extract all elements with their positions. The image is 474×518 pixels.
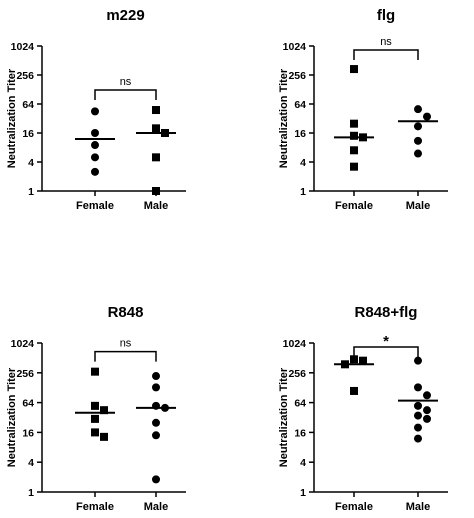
data-point-square: [359, 356, 367, 365]
chart-title: m229: [106, 7, 144, 24]
y-axis-label: Neutralization Titer: [278, 367, 290, 467]
data-point-circle: [423, 414, 431, 423]
data-point-square: [100, 406, 108, 415]
data-point-circle: [423, 406, 431, 415]
data-point-circle: [414, 411, 422, 420]
y-tick-label: 64: [22, 99, 34, 111]
x-category-label: Male: [144, 501, 168, 513]
data-point-square: [350, 355, 358, 364]
data-point-circle: [414, 356, 422, 365]
y-tick-label: 1024: [11, 41, 35, 53]
data-point-circle: [414, 401, 422, 410]
data-point-circle: [152, 383, 160, 392]
data-point-square: [91, 367, 99, 376]
chart-title: R848+flg: [355, 304, 418, 321]
significance-label: *: [383, 333, 389, 350]
x-category-label: Male: [406, 501, 430, 513]
data-point-circle: [423, 112, 431, 121]
data-point-circle: [91, 129, 99, 137]
y-tick-label: 64: [22, 398, 34, 410]
x-category-label: Male: [144, 200, 168, 212]
x-category-label: Female: [335, 200, 373, 212]
y-tick-label: 256: [16, 368, 34, 380]
data-point-circle: [414, 105, 422, 114]
y-tick-label: 256: [288, 70, 306, 82]
data-point-circle: [152, 431, 160, 440]
significance-bracket: [94, 350, 157, 362]
data-point-square: [152, 124, 160, 133]
data-point-square: [152, 106, 160, 115]
data-point-circle: [414, 149, 422, 158]
significance-bracket: [94, 89, 157, 101]
y-tick-label: 1024: [283, 338, 307, 350]
chart-panel-1: m229 Neutralization Titer 1 4 16 64 256 1024 Fem…: [6, 7, 186, 212]
x-category-label: Male: [406, 200, 430, 212]
data-point-square: [350, 119, 358, 128]
data-point-circle: [91, 153, 99, 162]
y-tick-label: 256: [16, 70, 34, 82]
data-point-circle: [91, 107, 99, 116]
significance-bracket: [353, 346, 419, 357]
data-point-square: [152, 153, 160, 162]
y-tick-label: 64: [294, 398, 306, 410]
significance-label: ns: [120, 76, 132, 88]
x-category-label: Female: [76, 200, 114, 212]
data-point-square: [350, 162, 358, 171]
data-point-square: [100, 432, 108, 441]
data-point-circle: [414, 423, 422, 432]
y-tick-label: 4: [28, 157, 34, 169]
significance-label: ns: [120, 338, 132, 350]
data-point-circle: [414, 383, 422, 392]
y-tick-label: 1: [300, 186, 306, 198]
data-point-square: [350, 386, 358, 395]
y-axis-label: Neutralization Titer: [6, 367, 18, 467]
chart-panel-2: flg Neutralization Titer 1 4 16 64 256 1024 Fema…: [278, 7, 448, 212]
x-category-label: Female: [76, 501, 114, 513]
y-tick-label: 256: [288, 368, 306, 380]
data-point-circle: [91, 167, 99, 176]
y-tick-label: 1024: [11, 338, 35, 350]
data-point-square: [350, 65, 358, 74]
y-tick-label: 16: [294, 427, 306, 439]
y-tick-label: 1: [300, 487, 306, 499]
y-tick-label: 16: [22, 427, 34, 439]
data-point-circle: [414, 434, 422, 443]
y-tick-label: 4: [300, 157, 306, 169]
data-point-circle: [152, 475, 160, 484]
data-point-circle: [414, 136, 422, 145]
y-tick-label: 16: [294, 128, 306, 140]
data-point-square: [152, 187, 160, 195]
y-tick-label: 64: [294, 99, 306, 111]
data-point-circle: [91, 141, 99, 150]
chart-title: flg: [377, 7, 395, 24]
x-category-label: Female: [335, 501, 373, 513]
data-point-circle: [423, 391, 431, 400]
y-axis-label: Neutralization Titer: [278, 68, 290, 168]
y-tick-label: 4: [28, 457, 34, 469]
significance-bracket: [353, 49, 419, 60]
y-tick-label: 1: [28, 487, 34, 499]
data-point-square: [91, 428, 99, 437]
y-tick-label: 1: [28, 186, 34, 198]
significance-label: ns: [380, 36, 392, 48]
y-axis-label: Neutralization Titer: [6, 68, 18, 168]
data-point-circle: [152, 372, 160, 381]
chart-panel-3: R848 Neutralization Titer 1 4 16 64 256 1024 Fem…: [6, 304, 186, 513]
data-point-circle: [414, 122, 422, 131]
data-point-square: [350, 146, 358, 155]
y-tick-label: 1024: [283, 41, 307, 53]
chart-panel-4: R848+flg Neutralization Titer 1 4 16 64 256 102…: [278, 304, 448, 513]
y-tick-label: 16: [22, 128, 34, 140]
chart-title: R848: [108, 304, 144, 321]
data-point-square: [91, 414, 99, 423]
y-tick-label: 4: [300, 457, 306, 469]
data-point-circle: [152, 418, 160, 427]
data-point-square: [91, 401, 99, 410]
data-point-square: [350, 131, 358, 140]
